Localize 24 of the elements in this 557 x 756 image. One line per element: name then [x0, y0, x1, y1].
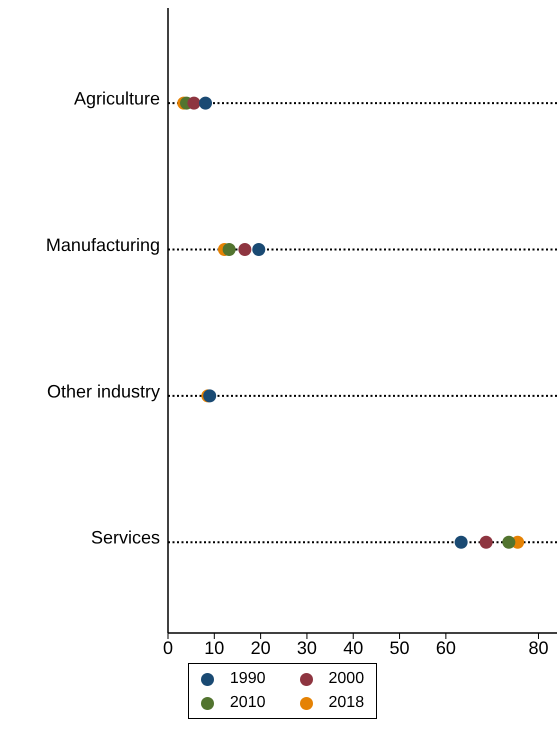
point: [238, 243, 252, 256]
point: [199, 96, 212, 110]
point: [480, 536, 493, 549]
y-tick-label: Other industry: [46, 381, 160, 402]
point: [454, 536, 468, 549]
y-tick-label: Agriculture: [74, 88, 160, 109]
point: [502, 536, 516, 549]
x-tick-label: 80: [528, 638, 548, 658]
x-tick-label: 50: [390, 638, 410, 658]
legend-label: 2018: [328, 694, 364, 712]
x-tick-label: 60: [436, 638, 456, 658]
point: [222, 243, 236, 256]
x-tick-label: 30: [296, 638, 317, 658]
point: [252, 243, 266, 256]
legend-label: 2010: [230, 694, 266, 712]
x-tick-label: 0: [162, 638, 174, 658]
x-tick-label: 40: [343, 638, 364, 658]
point: [187, 96, 200, 110]
y-tick-label: Services: [90, 528, 160, 548]
legend-label: 2000: [328, 670, 364, 688]
x-tick-label: 10: [204, 638, 224, 658]
x-tick-label: 20: [250, 638, 271, 658]
y-tick-label: Manufacturing: [46, 234, 160, 255]
legend-label: 1990: [230, 670, 266, 688]
